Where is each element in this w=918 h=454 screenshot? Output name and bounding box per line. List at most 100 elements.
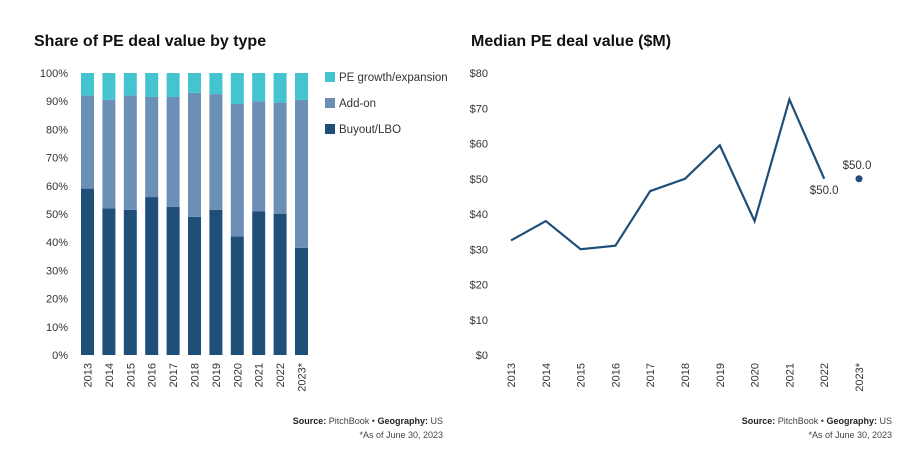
source-label: Source: [741, 416, 776, 426]
y-tick-label: $0 [476, 350, 488, 362]
x-tick-label: 2013 [506, 363, 518, 387]
y-tick-label: $50 [470, 174, 488, 186]
y-tick-label: 30% [46, 265, 68, 277]
x-tick-label: 2015 [576, 363, 588, 387]
bar-segment [295, 99, 308, 248]
x-tick-label: 2023* [297, 362, 309, 391]
bar-segment [188, 73, 201, 93]
stacked-bar-chart: 0% 10% 20% 30% 40% 50% 60% 70% 80% 90% 100% 2013 201… [40, 68, 448, 392]
bar-segment [295, 73, 308, 100]
y-tick-label: 100% [40, 68, 68, 80]
bar-segment [209, 94, 223, 210]
line-chart-title: Median PE deal value ($M) [471, 33, 672, 50]
bar-segment [252, 101, 266, 212]
x-tick-label: 2016 [147, 363, 159, 387]
geography-label: Geography: [826, 416, 877, 426]
bar-segment [230, 236, 244, 355]
bar-segment [166, 73, 180, 97]
line-chart-source: Source: PitchBook • Geography: US [742, 416, 892, 426]
data-label-2023: $50.0 [843, 160, 872, 172]
x-tick-label: 2017 [645, 363, 657, 387]
x-tick-label: 2015 [125, 363, 137, 387]
y-tick-label: $40 [470, 209, 488, 221]
x-tick-label: 2019 [715, 363, 727, 387]
bar-segment [102, 208, 116, 355]
data-point-2023 [855, 175, 863, 183]
y-tick-label: $80 [470, 68, 488, 80]
y-tick-label: 80% [46, 124, 68, 136]
bar-segment [123, 95, 137, 210]
bar-segment [252, 211, 266, 355]
x-tick-label: 2014 [104, 363, 116, 387]
x-tick-label: 2023* [854, 362, 866, 391]
line-chart-note: *As of June 30, 2023 [808, 430, 892, 440]
bar-segment [230, 104, 244, 237]
median-deal-value-line [510, 96, 826, 251]
bar-segment [81, 188, 94, 355]
bar-segment [188, 216, 201, 355]
x-tick-label: 2018 [190, 363, 202, 387]
y-tick-label: $10 [470, 315, 488, 327]
legend-label: Add-on [339, 98, 376, 110]
x-tick-label: 2022 [819, 363, 831, 387]
bar-segment [273, 102, 287, 214]
y-tick-label: 70% [46, 153, 68, 165]
bar-segment [102, 73, 116, 100]
bar-segment [166, 96, 180, 207]
bar-segment [188, 92, 201, 217]
bar-segment [123, 209, 137, 355]
data-label-2022: $50.0 [810, 185, 839, 197]
legend-swatch [325, 98, 335, 108]
bar-chart-panel: Share of PE deal value by type 0% 10% 20% 3… [34, 33, 448, 440]
legend-label: PE growth/expansion [339, 72, 448, 84]
bar-segment [252, 73, 266, 102]
geography-value: US [430, 416, 443, 426]
x-tick-label: 2016 [610, 363, 622, 387]
source-bullet: • [371, 416, 375, 426]
legend-swatch [325, 72, 335, 82]
bar-segment [145, 73, 159, 97]
legend-swatch [325, 124, 335, 134]
bar-segment [209, 209, 223, 355]
source-label: Source: [292, 416, 327, 426]
bar-segment [102, 99, 116, 209]
bar-segment [295, 247, 308, 355]
bar-segment [145, 96, 159, 198]
y-tick-label: 0% [52, 350, 68, 362]
x-tick-label: 2021 [254, 363, 266, 387]
geography-label: Geography: [377, 416, 428, 426]
y-tick-label: $20 [470, 280, 488, 292]
x-tick-label: 2013 [83, 363, 95, 387]
bar-segment [81, 95, 94, 189]
x-tick-label: 2020 [232, 363, 244, 387]
y-tick-label: $60 [470, 139, 488, 151]
bar-chart-source: Source: PitchBook • Geography: US [293, 416, 443, 426]
y-tick-label: $70 [470, 103, 488, 115]
y-tick-label: 40% [46, 237, 68, 249]
x-tick-label: 2022 [275, 363, 287, 387]
y-tick-label: 60% [46, 181, 68, 193]
x-tick-label: 2014 [541, 363, 553, 387]
bar-chart-note: *As of June 30, 2023 [359, 430, 443, 440]
legend-label: Buyout/LBO [339, 124, 401, 136]
source-value: PitchBook [777, 416, 819, 426]
geography-value: US [879, 416, 892, 426]
bar-segment [145, 197, 159, 355]
x-tick-label: 2019 [211, 363, 223, 387]
bar-segment [273, 73, 287, 103]
bar-segment [230, 73, 244, 105]
x-tick-label: 2018 [680, 363, 692, 387]
y-tick-label: 10% [46, 322, 68, 334]
line-chart: $0 $10 $20 $30 $40 $50 $60 $70 $80 2013 2014 2015 20… [470, 68, 872, 392]
bar-segment [123, 73, 137, 96]
y-tick-label: 90% [46, 96, 68, 108]
bar-segment [166, 206, 180, 355]
bar-segment [209, 73, 223, 95]
bar-segment [273, 214, 287, 355]
y-tick-label: 50% [46, 209, 68, 221]
x-tick-label: 2017 [168, 363, 180, 387]
source-bullet: • [820, 416, 824, 426]
x-tick-label: 2021 [784, 363, 796, 387]
y-tick-label: $30 [470, 244, 488, 256]
source-value: PitchBook [328, 416, 370, 426]
